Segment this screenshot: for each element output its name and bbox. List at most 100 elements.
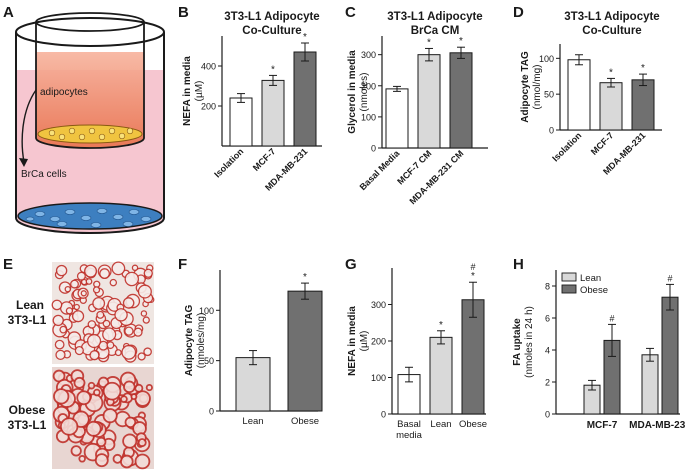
lipid-droplet [106, 341, 115, 350]
panel-d-y-axis-label: Adipocyte TAG [520, 51, 531, 123]
panel-letter-f: F [178, 256, 187, 273]
lipid-droplet [102, 408, 118, 424]
lipid-droplet [93, 388, 101, 397]
lipid-droplet [137, 438, 147, 448]
panel-b-x-tick-label: MCF-7 [251, 146, 278, 173]
panel-c-title: BrCa CM [411, 25, 460, 37]
panel-g-y-tick-label: 0 [381, 410, 386, 420]
lipid-droplet [143, 268, 153, 278]
brca-cells [25, 208, 152, 228]
lipid-droplet [145, 383, 153, 392]
lipid-droplet [122, 297, 135, 309]
lipid-droplet [124, 271, 140, 287]
secretion-arrow [21, 89, 37, 163]
panel-f-x-tick-label: Lean [242, 416, 263, 427]
panel-b-title: 3T3-L1 Adipocyte [224, 11, 319, 23]
lipid-droplet [85, 420, 102, 437]
panel-letter-a: A [3, 4, 14, 21]
panel-d-bar [567, 59, 591, 131]
panel-h-y-tick-label: 6 [545, 314, 550, 324]
panel-h-legend-label: Obese [580, 285, 608, 296]
panel-g-y-axis-label: (µM) [359, 331, 370, 352]
lipid-droplet [71, 310, 85, 323]
lipid-droplet [142, 316, 150, 324]
panel-c-title: 3T3-L1 Adipocyte [387, 11, 482, 23]
panel-c-bar [385, 88, 409, 149]
panel-b-y-tick-label: 200 [201, 102, 216, 112]
panel-h-significance-mark: # [609, 313, 614, 323]
panel-c-y-axis-label: (nmoles) [359, 73, 370, 112]
panel-c-x-tick-label: MDA-MB-231 CM [407, 148, 465, 206]
panel-c-significance-mark: * [459, 36, 463, 47]
lipid-droplet [99, 268, 111, 280]
panel-d-y-tick-label: 0 [549, 126, 554, 136]
brca-cells-label: BrCa cells [21, 169, 67, 180]
secretion-arrowhead [19, 158, 28, 167]
chart-panel-d: 0 50 100 Adipocyte TAG (nmol/mg) 3T3-L1 Adipo… [520, 11, 662, 177]
panel-c-bar [417, 54, 441, 149]
panel-b-title: Co-Culture [242, 25, 301, 37]
lipid-droplet [51, 299, 63, 311]
lipid-droplet [137, 284, 152, 299]
panel-h-y-tick-label: 0 [545, 410, 550, 420]
panel-f-y-tick-label: 100 [199, 306, 214, 316]
panel-f-bar [235, 357, 271, 412]
lipid-droplet [76, 390, 92, 406]
panel-c-bar [449, 52, 473, 149]
panel-letter-e: E [3, 256, 13, 273]
lipid-droplet [59, 325, 68, 334]
panel-d-y-tick-label: 100 [539, 54, 554, 64]
panel-f-significance-mark: * [303, 272, 307, 283]
micrograph-lean-label-line1: Lean [16, 298, 44, 312]
lipid-droplet [54, 339, 65, 350]
panel-letter-g: G [345, 256, 357, 273]
lipid-droplet [123, 380, 136, 394]
lipid-droplet [121, 344, 137, 360]
lipid-droplet [134, 453, 151, 470]
lipid-droplet [92, 286, 101, 294]
lipid-droplet [73, 303, 80, 311]
panel-g-x-tick-label: Lean [430, 419, 451, 430]
panel-c-x-tick-label: Basal Media [358, 148, 403, 193]
insert-rim [35, 12, 145, 32]
panel-b-y-tick-label: 400 [201, 62, 216, 72]
panel-d-significance-mark: * [609, 67, 613, 78]
lipid-droplet [52, 314, 64, 327]
insert-wall [35, 22, 145, 149]
adipocytes-label: adipocytes [40, 87, 88, 98]
chart-panel-f: 0 50 100 Adipocyte TAG (nmoles/mg) Lean * Obese [184, 270, 323, 427]
panel-g-significance-mark: * [439, 320, 443, 331]
panel-d-title: 3T3-L1 Adipocyte [564, 11, 659, 23]
lipid-droplet [140, 310, 148, 317]
panel-c-y-tick-label: 100 [361, 112, 376, 122]
panel-h-bar [641, 354, 659, 415]
lipid-droplet [92, 296, 106, 310]
panel-letter-c: C [345, 4, 356, 21]
well-wall [15, 32, 165, 234]
lipid-droplet [120, 395, 128, 403]
lipid-droplet [114, 308, 128, 322]
panel-d-significance-mark: * [641, 63, 645, 74]
panel-letter-h: H [513, 256, 524, 273]
panel-f-y-tick-label: 0 [209, 407, 214, 417]
panel-b-x-tick-label: Isolation [212, 146, 245, 179]
panel-c-significance-mark: * [427, 37, 431, 48]
lipid-droplet [96, 436, 107, 448]
panel-g-y-tick-label: 300 [371, 300, 386, 310]
panel-c-y-axis-label: Glycerol in media [347, 50, 358, 134]
panel-h-y-axis-label: FA uptake [512, 318, 523, 366]
panel-h-x-tick-label: MDA-MB-231 [629, 420, 685, 431]
insert-media [36, 52, 144, 148]
lipid-droplet [94, 453, 109, 468]
lipid-droplet [134, 390, 151, 407]
lipid-droplet [119, 454, 134, 469]
micrograph-obese-cells [52, 369, 153, 470]
micrographs: Lean 3T3-L1 Obese 3T3-L1 [8, 261, 155, 470]
panel-b-y-axis-label: NEFA in media [182, 56, 193, 126]
lipid-droplet [124, 326, 134, 336]
well-rim [15, 17, 165, 47]
panel-g-significance-mark: # [470, 262, 475, 272]
lipid-droplet [131, 264, 139, 272]
